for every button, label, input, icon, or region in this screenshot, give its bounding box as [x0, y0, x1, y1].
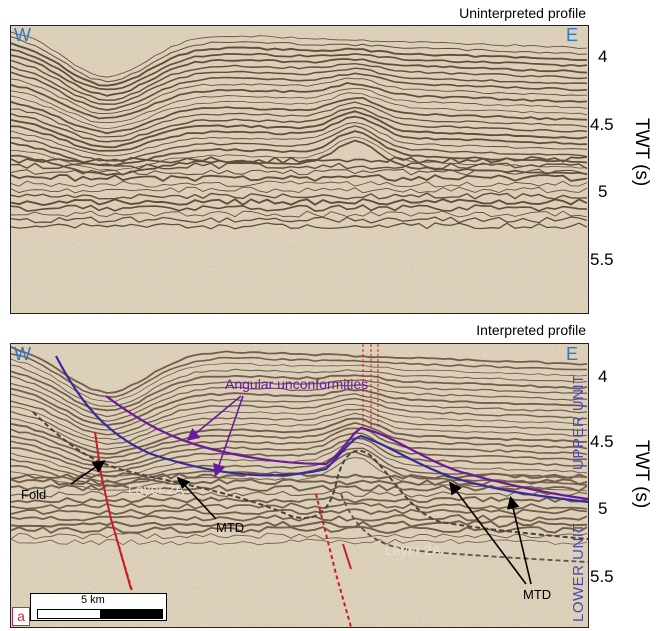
lower-dashed-horizon [340, 493, 588, 563]
interpreted-profile-title: Interpreted profile [476, 322, 586, 338]
seismic-reflector [11, 358, 588, 402]
layer2a-right-label: Layer 2A [385, 542, 442, 558]
seismic-reflector [11, 115, 588, 152]
tick-bottom-4-5: 4.5 [590, 432, 614, 451]
seismic-reflector [11, 54, 588, 97]
seismic-reflector [11, 422, 588, 459]
upper-unconformity-horizon [105, 395, 588, 501]
mtd-right-label: MTD [523, 587, 552, 602]
seismic-reflector [11, 122, 588, 157]
seismic-reflector [11, 437, 588, 473]
seismic-reflector [11, 520, 588, 529]
seismic-reflector [11, 82, 588, 120]
seismic-reflector [11, 42, 588, 87]
fold-label: Fold [21, 487, 47, 502]
seismic-reflector [11, 31, 588, 78]
tick-bottom-5-5: 5.5 [590, 567, 614, 586]
interpreted-seismic-panel [10, 343, 589, 628]
seismic-reflector [11, 101, 588, 138]
arrow-angular-1 [186, 395, 242, 442]
seismic-reflector [11, 393, 588, 431]
seismic-reflector [11, 417, 588, 455]
tick-top-5-5: 5.5 [590, 250, 614, 269]
uninterpreted-seismic-panel [10, 25, 589, 314]
seismic-reflector [11, 532, 588, 540]
seismic-reflector [11, 36, 588, 83]
uninterpreted-profile-title: Uninterpreted profile [459, 5, 586, 21]
seismic-reflector [11, 432, 588, 468]
seismic-reflector [11, 403, 588, 441]
fault-left-dashed [110, 518, 134, 595]
axis-label-top: TWT (s) [631, 118, 652, 187]
seismic-reflector [11, 88, 588, 124]
seismic-reflector [11, 174, 588, 183]
seismic-reflector [11, 168, 588, 176]
seismic-reflector [11, 526, 588, 534]
seismic-reflector [11, 427, 588, 464]
west-label-top: W [14, 25, 31, 45]
seismic-reflector [11, 346, 588, 394]
lower-unconformity-horizon [55, 355, 588, 504]
layer2a-dashed-horizon [32, 411, 588, 540]
arrow-angular-2 [213, 395, 244, 478]
arrow-fold [70, 460, 106, 485]
seismic-reflector [11, 204, 588, 212]
seismic-reflector [11, 370, 588, 412]
seismic-reflector [11, 106, 588, 143]
seismic-reflector [11, 48, 588, 91]
seismic-reflector [11, 130, 588, 167]
seismic-reflector [11, 382, 588, 422]
seismic-reflector [11, 110, 588, 149]
east-label-bottom: E [566, 344, 579, 364]
seismic-reflector [11, 162, 588, 170]
seismic-reflector [11, 65, 588, 105]
west-label-bottom: W [14, 344, 31, 364]
angular-unconformities-label: Angular unconformities [225, 376, 369, 392]
seismic-reflector [11, 483, 588, 493]
seismic-reflector [11, 364, 588, 407]
scale-bar: 5 km [30, 593, 167, 621]
seismic-image-bottom [11, 344, 588, 627]
seismic-reflector [11, 412, 588, 450]
seismic-reflector [11, 508, 588, 516]
tick-bottom-4: 4 [598, 367, 608, 386]
seismic-reflector [11, 222, 588, 230]
seismic-reflector [11, 71, 588, 111]
seismic-reflector [11, 97, 588, 135]
seismic-reflector [11, 397, 588, 436]
seismic-image-top [11, 26, 588, 313]
tick-top-4: 4 [598, 47, 608, 66]
upper-unit-label: UPPER UNIT [570, 374, 587, 470]
seismic-reflector [11, 375, 588, 418]
axis-label-bottom: TWT (s) [631, 440, 652, 509]
seismic-reflector [11, 198, 588, 206]
seismic-reflector [11, 180, 588, 188]
lower-unit-label: LOWER UNIT [570, 522, 587, 622]
seismic-reflector [11, 59, 588, 101]
layer2a-left-label: Layer 2A [128, 481, 185, 497]
tick-top-5: 5 [598, 182, 608, 201]
seismic-reflector [11, 216, 588, 224]
tick-top-4-5: 4.5 [590, 115, 614, 134]
scale-bar-label: 5 km [81, 594, 105, 606]
seismic-reflector [11, 92, 588, 130]
panel-letter: a [12, 607, 30, 626]
seismic-reflector [11, 538, 588, 546]
seismic-reflector [11, 408, 588, 445]
arrow-mtd-right-2 [506, 495, 532, 585]
seismic-reflector [11, 210, 588, 218]
seismic-reflector [11, 192, 588, 200]
mtd-left-label: MTD [216, 520, 245, 535]
seismic-reflector [11, 156, 588, 164]
fault-arrow [342, 543, 352, 570]
seismic-reflector [11, 77, 588, 115]
arrow-mtd-left [176, 476, 217, 520]
arrow-mtd-right-1 [449, 481, 527, 585]
tick-bottom-5: 5 [598, 499, 608, 518]
east-label-top: E [566, 25, 579, 45]
seismic-reflector [11, 136, 588, 171]
seismic-reflector [11, 186, 588, 194]
